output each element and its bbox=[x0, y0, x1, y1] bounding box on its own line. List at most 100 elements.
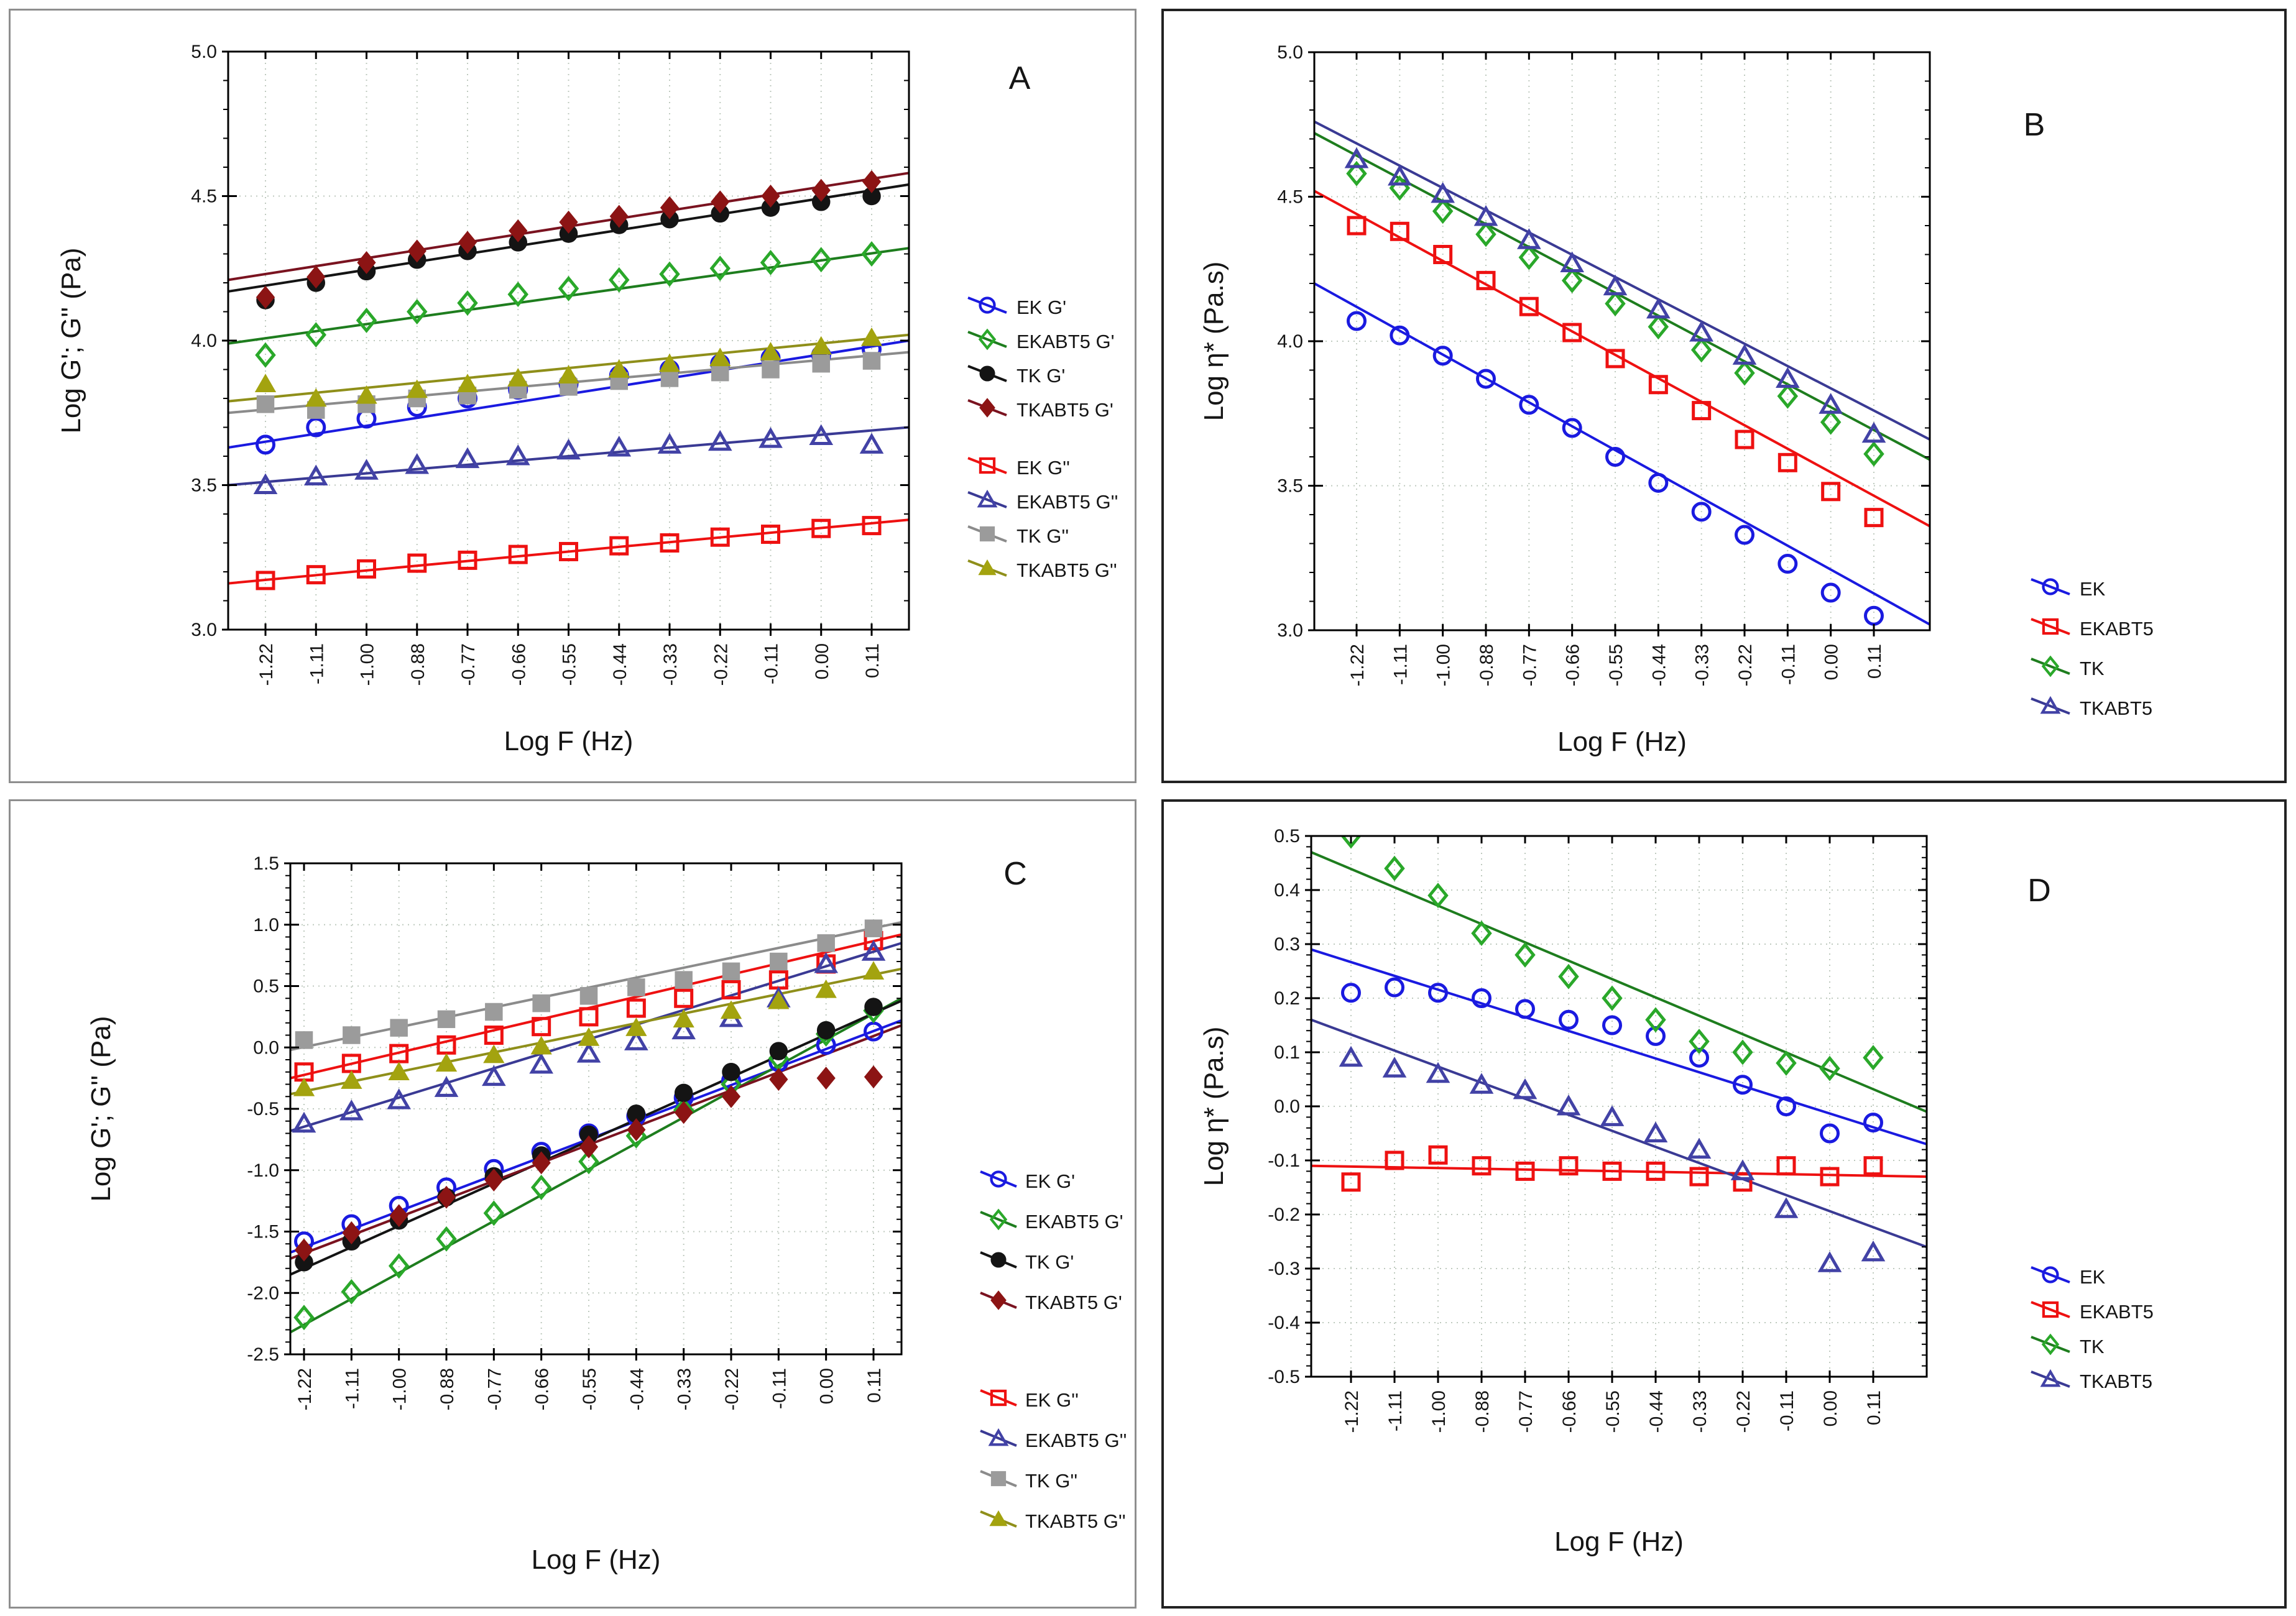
trend-line-EK bbox=[1311, 948, 1927, 1145]
data-point bbox=[722, 1063, 740, 1081]
x-tick-label: 0.00 bbox=[817, 1368, 837, 1404]
data-point bbox=[673, 1009, 694, 1028]
data-point bbox=[1777, 383, 1799, 409]
panel-A-chart: 5.0 4.5 4.0 3.5 3.0 -1.22 -1.11 -1.00 -0.88 -0.77… bbox=[56, 42, 1118, 756]
legend-item-EKABT5: EKABT5 bbox=[2031, 1301, 2154, 1323]
y-tick-label: -0.4 bbox=[1268, 1313, 1300, 1333]
data-point bbox=[1602, 1015, 1622, 1035]
y-tick-label: 0.0 bbox=[1274, 1096, 1300, 1117]
y-tick-label: 5.0 bbox=[1277, 42, 1303, 63]
legend-marker bbox=[977, 489, 998, 508]
panel-C-chart: 1.5 1.0 0.5 0.0 -0.5 -1.0 -1.5 -2.0 -2.5 -1.22 -1.… bbox=[86, 853, 1127, 1575]
x-tick-label: -0.66 bbox=[1559, 1390, 1580, 1433]
legend-label: EK bbox=[2080, 578, 2106, 600]
data-point bbox=[341, 1279, 362, 1305]
legend-item-TK: TK bbox=[2031, 655, 2105, 679]
data-point bbox=[1735, 429, 1754, 449]
data-point bbox=[1472, 1156, 1491, 1176]
panel-B-tick-labels: 5.0 4.5 4.0 3.5 3.0 -1.22 -1.11 -1.00 -0.88 -0.77… bbox=[1277, 42, 1885, 686]
data-point bbox=[482, 1065, 506, 1086]
x-tick-label: -1.22 bbox=[1342, 1390, 1362, 1433]
data-point bbox=[625, 1017, 647, 1036]
legend-marker bbox=[979, 296, 996, 314]
data-point bbox=[1646, 297, 1671, 319]
trend-line-TKABT5 bbox=[1314, 120, 1930, 441]
legend-marker bbox=[979, 526, 995, 542]
data-point bbox=[1472, 988, 1491, 1008]
data-point bbox=[388, 1062, 410, 1080]
data-point bbox=[1645, 1007, 1666, 1033]
data-point bbox=[303, 464, 328, 486]
x-tick-label: -0.55 bbox=[1603, 1390, 1623, 1433]
panel-A-y-axis-title: Log G'; G'' (Pa) bbox=[56, 247, 86, 433]
legend-marker bbox=[2042, 578, 2059, 595]
data-point bbox=[811, 247, 832, 273]
x-tick-label: -0.88 bbox=[1477, 644, 1497, 686]
data-point bbox=[1643, 1121, 1668, 1142]
legend-marker bbox=[2042, 1266, 2059, 1283]
data-point bbox=[758, 427, 783, 448]
y-tick-label: 0.1 bbox=[1274, 1042, 1300, 1063]
panel-C-tick-labels: 1.5 1.0 0.5 0.0 -0.5 -1.0 -1.5 -2.0 -2.5 -1.22 -1.… bbox=[247, 853, 885, 1410]
legend-marker bbox=[990, 1389, 1007, 1407]
panel-D-ticks bbox=[1305, 835, 1927, 1383]
y-tick-label: 0.5 bbox=[253, 976, 279, 997]
series-TK-G- bbox=[295, 919, 883, 1049]
data-point bbox=[817, 934, 835, 952]
data-point bbox=[769, 1068, 788, 1091]
legend-item-EKABT5-G-: EKABT5 G' bbox=[980, 1208, 1123, 1233]
legend-marker bbox=[990, 1471, 1007, 1487]
legend-marker bbox=[989, 1510, 1008, 1526]
data-point bbox=[1600, 1105, 1625, 1126]
legend-sample-line bbox=[967, 491, 1007, 508]
data-point bbox=[1605, 447, 1625, 467]
data-point bbox=[1732, 344, 1757, 365]
data-point bbox=[341, 1070, 362, 1089]
data-point bbox=[627, 1118, 646, 1142]
data-point bbox=[1519, 395, 1539, 415]
data-point bbox=[1602, 985, 1623, 1011]
data-point bbox=[1432, 198, 1454, 224]
data-point bbox=[1821, 482, 1841, 502]
data-point bbox=[861, 241, 882, 267]
data-point bbox=[305, 322, 326, 348]
data-point bbox=[407, 299, 428, 324]
legend-label: TKABT5 bbox=[2080, 697, 2152, 719]
x-tick-label: -0.33 bbox=[660, 643, 681, 686]
data-point bbox=[485, 1003, 503, 1021]
y-tick-label: 0.2 bbox=[1274, 988, 1300, 1009]
data-point bbox=[1777, 554, 1798, 574]
legend-item-EK-G-: EK G'' bbox=[967, 457, 1070, 479]
data-point bbox=[1384, 855, 1405, 881]
data-point bbox=[406, 379, 428, 398]
data-point bbox=[1556, 1094, 1581, 1116]
legend-sample-line bbox=[967, 331, 1007, 348]
data-point bbox=[609, 267, 630, 293]
trend-line-EKABT5-G- bbox=[228, 247, 910, 345]
data-point bbox=[722, 962, 740, 981]
data-point bbox=[578, 1027, 600, 1046]
trend-line-TKABT5 bbox=[1311, 1018, 1927, 1249]
data-point bbox=[816, 1021, 836, 1040]
y-tick-label: 3.0 bbox=[191, 620, 217, 640]
data-point bbox=[1819, 393, 1843, 414]
legend-sample-line bbox=[2031, 697, 2070, 715]
data-point bbox=[305, 388, 327, 407]
data-point bbox=[864, 919, 883, 937]
data-point bbox=[675, 971, 693, 989]
data-point bbox=[483, 1044, 505, 1063]
data-point bbox=[862, 352, 881, 370]
legend-label: EK G' bbox=[1025, 1170, 1075, 1192]
legend-item-TKABT5-G-: TKABT5 G'' bbox=[967, 559, 1117, 581]
data-point bbox=[256, 571, 275, 590]
data-point bbox=[1515, 1161, 1535, 1181]
legend-sample-line bbox=[967, 296, 1007, 314]
data-point bbox=[761, 525, 780, 544]
panel-A-x-axis-title: Log F (Hz) bbox=[504, 726, 634, 756]
legend-marker bbox=[990, 1290, 1007, 1310]
data-point bbox=[660, 369, 679, 387]
data-point bbox=[660, 196, 680, 219]
legend-label: TKABT5 G' bbox=[1025, 1292, 1122, 1313]
legend-label: TKABT5 G'' bbox=[1017, 559, 1117, 581]
legend-item-EK-G-: EK G' bbox=[980, 1170, 1075, 1192]
